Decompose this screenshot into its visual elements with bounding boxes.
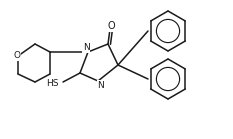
Text: HS: HS [47,79,59,87]
Text: N: N [98,80,104,90]
Text: O: O [14,52,21,60]
Text: N: N [83,44,89,53]
Text: O: O [107,21,115,31]
